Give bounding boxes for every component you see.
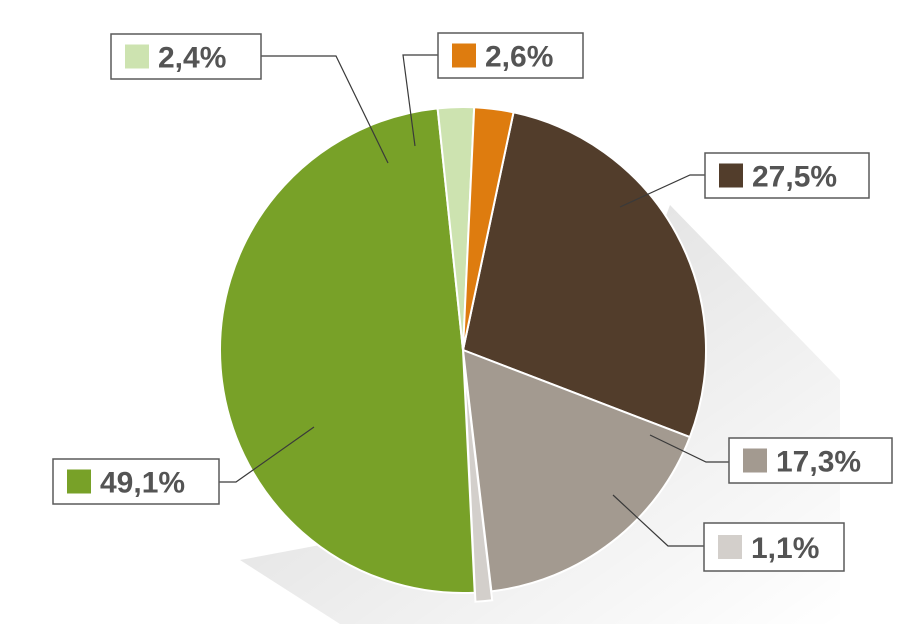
pie-slices xyxy=(219,106,707,603)
legend-swatch-4 xyxy=(67,469,91,494)
data-label-6: 2,6% xyxy=(485,41,553,74)
leader-line-1 xyxy=(619,174,705,208)
leader-line-4 xyxy=(219,426,315,483)
data-label-1: 27,5% xyxy=(752,161,837,194)
pie-slice-4 xyxy=(219,107,476,594)
legend-swatch-3 xyxy=(718,535,742,559)
data-label-2: 17,3% xyxy=(776,446,861,479)
leader-line-3 xyxy=(612,494,704,547)
legend-swatch-5 xyxy=(125,44,149,69)
legend-swatch-2 xyxy=(743,448,767,473)
legend-swatch-1 xyxy=(719,163,743,188)
pie-labels: 27,5% 17,3% 1,1% 49,1% 2,4% 2,6% xyxy=(52,32,893,572)
pie-slice-2 xyxy=(461,348,692,593)
pie-slice-3 xyxy=(462,358,494,603)
data-label-5: 2,4% xyxy=(158,42,226,75)
leader-line-6 xyxy=(402,54,438,147)
data-label-3: 1,1% xyxy=(751,532,819,565)
data-label-4: 49,1% xyxy=(100,467,185,500)
pie-slice-1 xyxy=(461,111,707,439)
legend-swatch-6 xyxy=(452,43,476,68)
leader-line-5 xyxy=(261,55,389,164)
leader-line-2 xyxy=(649,434,729,463)
pie-slice-6 xyxy=(462,106,515,351)
